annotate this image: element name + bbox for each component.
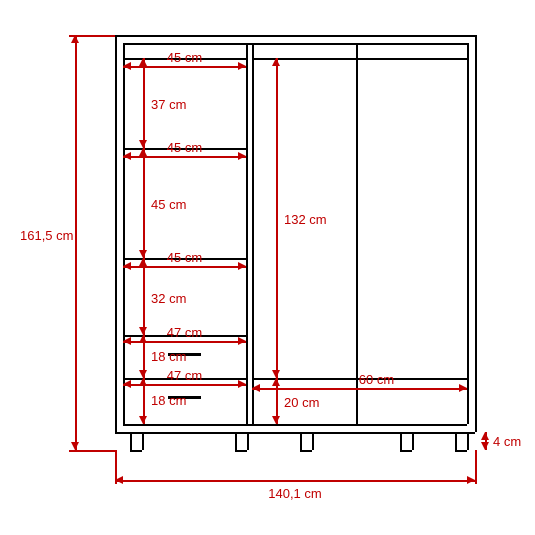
shelf-height-2: 32 cm	[151, 291, 186, 306]
right-bottom-width: 60 cm	[359, 372, 394, 387]
shelf-width-2: 45 cm	[167, 250, 202, 265]
overall-width: 140,1 cm	[268, 486, 321, 501]
right-bottom-height: 20 cm	[284, 395, 319, 410]
drawer-height-0: 18 cm	[151, 349, 186, 364]
hang-height: 132 cm	[284, 212, 327, 227]
shelf-width-0: 45 cm	[167, 50, 202, 65]
drawer-width-0: 47 cm	[167, 325, 202, 340]
overall-height: 161,5 cm	[20, 228, 73, 243]
dimension-diagram: 161,5 cm 140,1 cm 4 cm 45 cm 45 cm 45 cm 37 cm…	[0, 0, 535, 535]
drawer-height-1: 18 cm	[151, 393, 186, 408]
shelf-height-0: 37 cm	[151, 97, 186, 112]
foot-height: 4 cm	[493, 434, 521, 449]
shelf-height-1: 45 cm	[151, 197, 186, 212]
drawer-width-1: 47 cm	[167, 368, 202, 383]
shelf-width-1: 45 cm	[167, 140, 202, 155]
